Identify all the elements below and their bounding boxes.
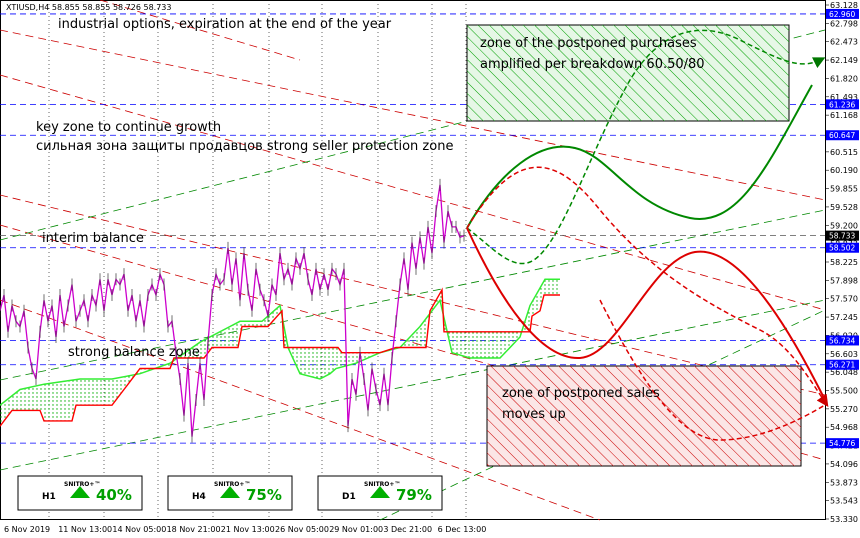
x-tick-label-7: 3 Dec 21:00 — [383, 525, 432, 534]
y-tick-label-10: 59.855 — [830, 185, 858, 194]
channel-line-7 — [0, 209, 826, 381]
badge-brand-0: SNITRO+™ — [64, 481, 100, 488]
level-label-bg-6 — [826, 359, 859, 370]
x-tick-label-2: 14 Nov 05:00 — [112, 525, 166, 534]
channel-line-2 — [0, 194, 826, 396]
channel-line-8 — [0, 299, 826, 471]
y-tick-label-1: 62.798 — [830, 19, 858, 28]
x-tick-label-5: 26 Nov 05:00 — [275, 525, 329, 534]
badge-pct-0: 40% — [96, 486, 132, 504]
y-tick-label-26: 53.873 — [830, 478, 858, 487]
price-series-group — [0, 178, 560, 443]
y-tick-label-27: 53.543 — [830, 497, 858, 506]
y-tick-label-6: 61.168 — [830, 111, 858, 120]
y-tick-label-9: 60.190 — [830, 166, 858, 175]
level-label-2: 60.647 — [829, 131, 855, 140]
up-arrow-icon — [220, 486, 240, 498]
y-tick-label-16: 57.570 — [830, 295, 858, 304]
annotation-industrial: industrial options, expiration at the en… — [58, 17, 392, 32]
y-tick-label-17: 57.245 — [830, 313, 858, 322]
y-tick-label-19: 56.603 — [830, 350, 858, 359]
y-tick-label-20: 56.048 — [830, 368, 858, 377]
badge-pct-2: 79% — [396, 486, 432, 504]
badge-pct-1: 75% — [246, 486, 282, 504]
bear-projection-dashed-2 — [599, 299, 826, 441]
level-label-6: 56.271 — [829, 361, 855, 370]
ichimoku-cloud — [0, 278, 560, 427]
level-label-0: 62.960 — [829, 10, 855, 19]
y-tick-label-25: 54.096 — [830, 460, 858, 469]
level-label-bg-1 — [826, 99, 859, 110]
level-label-bg-7 — [826, 438, 859, 449]
y-tick-label-15: 57.898 — [830, 276, 858, 285]
level-label-1: 61.236 — [829, 100, 855, 109]
level-label-bg-3 — [826, 230, 859, 241]
channel-line-0 — [0, 29, 826, 201]
annotation-key-zone: key zone to continue growth — [36, 120, 221, 135]
badge-brand-1: SNITRO+™ — [214, 481, 250, 488]
projection-curves — [466, 29, 829, 441]
level-label-7: 54.776 — [829, 439, 855, 448]
badge-tf-2: D1 — [342, 492, 356, 502]
y-tick-label-8: 60.515 — [830, 148, 858, 157]
channel-line-9 — [379, 309, 826, 521]
badge-tf-1: H4 — [192, 492, 206, 502]
level-label-bg-2 — [826, 130, 859, 141]
x-tick-label-4: 21 Nov 13:00 — [221, 525, 275, 534]
postponed-sales-hatch — [487, 366, 801, 466]
bull-projection-dashed — [466, 29, 826, 265]
symbol-line: XTIUSD,H4 58.855 58.855 58.726 58.733 — [6, 3, 171, 12]
postponed-purchases-hatch — [467, 25, 789, 121]
channel-line-5 — [0, 299, 601, 521]
level-label-bg-5 — [826, 335, 859, 346]
y-tick-label-3: 62.149 — [830, 56, 858, 65]
badge-brand-2: SNITRO+™ — [364, 481, 400, 488]
level-label-4: 58.502 — [829, 244, 855, 253]
y-tick-label-0: 63.128 — [830, 1, 858, 10]
bear-projection-solid — [466, 227, 826, 401]
annotation-purchases-2: amplified per breakdown 60.50/80 — [480, 57, 705, 72]
x-tick-label-3: 18 Nov 21:00 — [167, 525, 221, 534]
level-label-3: 58.733 — [829, 232, 855, 241]
annotation-sales-1: zone of postponed sales — [502, 386, 660, 401]
y-tick-label-4: 61.820 — [830, 74, 858, 83]
x-tick-label-8: 6 Dec 13:00 — [438, 525, 487, 534]
bull-projection-solid — [466, 84, 813, 229]
vertical-grid — [48, 0, 467, 519]
x-tick-label-6: 29 Nov 01:00 — [329, 525, 383, 534]
y-tick-label-11: 59.528 — [830, 203, 858, 212]
y-tick-label-23: 54.968 — [830, 423, 858, 432]
x-tick-label-1: 11 Nov 13:00 — [58, 525, 112, 534]
badge-tf-0: H1 — [42, 492, 56, 502]
up-arrow-icon — [370, 486, 390, 498]
level-label-5: 56.734 — [829, 336, 855, 345]
annotation-sales-2: moves up — [502, 407, 566, 422]
x-tick-label-0: 6 Nov 2019 — [4, 525, 50, 534]
x-axis-ticks: 6 Nov 2019 11 Nov 13:00 14 Nov 05:00 18 Nov… — [4, 525, 486, 534]
bear-projection-dashed-1 — [466, 166, 829, 407]
level-label-bg-0 — [826, 8, 859, 19]
annotation-interim: interim balance — [42, 231, 144, 246]
y-tick-label-14: 58.225 — [830, 258, 858, 267]
y-tick-label-28: 53.330 — [830, 515, 858, 524]
cloud-line — [0, 278, 560, 406]
level-label-bg-4 — [826, 242, 859, 253]
level-price-labels: 62.960 61.236 60.647 58.733 58.502 56.734 56.2… — [826, 8, 859, 449]
y-tick-label-12: 59.200 — [830, 221, 858, 230]
y-tick-label-5: 61.493 — [830, 93, 858, 102]
y-tick-label-2: 62.473 — [830, 38, 858, 47]
y-tick-label-22: 55.270 — [830, 405, 858, 414]
annotation-seller-zone: сильная зона защиты продавцов strong sel… — [36, 139, 453, 154]
channel-line-4 — [99, 0, 301, 61]
ichimoku-line — [0, 287, 560, 427]
y-tick-label-21: 55.500 — [830, 387, 858, 396]
annotation-strong-balance: strong balance zone — [68, 345, 200, 360]
annotation-purchases-1: zone of the postponed purchases — [480, 36, 697, 51]
up-arrow-icon — [70, 486, 90, 498]
